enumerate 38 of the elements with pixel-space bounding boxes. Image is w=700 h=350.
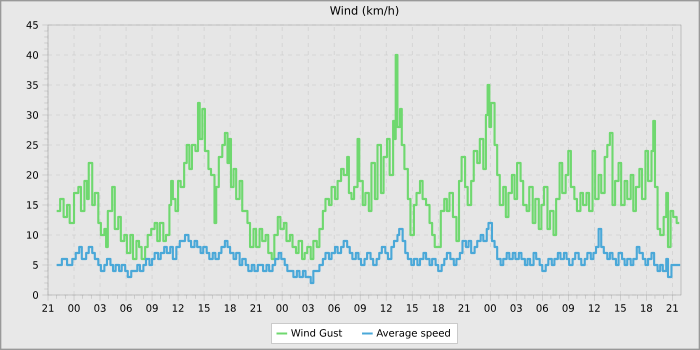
x-tick-label: 12 (380, 304, 392, 312)
legend-label: Wind Gust (291, 328, 342, 337)
x-tick-label: 09 (354, 304, 366, 312)
y-tick-label: 30 (26, 111, 38, 119)
legend-label: Average speed (376, 328, 450, 339)
x-tick-label: 18 (432, 304, 444, 312)
y-tick-label: 5 (33, 261, 38, 269)
x-tick-label: 12 (172, 304, 184, 312)
x-tick-label: 21 (458, 304, 470, 312)
x-tick-label: 00 (484, 304, 496, 312)
y-tick-label: 45 (26, 21, 38, 29)
x-tick-label: 03 (94, 304, 106, 312)
x-tick-label: 12 (589, 304, 600, 312)
x-tick-label: 00 (68, 304, 80, 312)
x-tick-label: 03 (510, 304, 522, 312)
x-tick-label: 18 (641, 304, 652, 312)
x-tick-label: 09 (562, 304, 574, 312)
x-tick-label: 06 (328, 304, 340, 312)
y-tick-label: 0 (33, 291, 38, 299)
y-tick-label: 40 (26, 51, 38, 59)
x-tick-label: 21 (42, 304, 54, 312)
x-tick-label: 00 (276, 304, 288, 312)
y-tick-label: 20 (26, 171, 38, 179)
x-tick-label: 06 (536, 304, 548, 312)
chart-title: Wind (km/h) (330, 6, 398, 16)
x-tick-label: 06 (120, 304, 132, 312)
x-tick-label: 18 (224, 304, 236, 312)
x-tick-label: 15 (198, 304, 210, 312)
x-tick-label: 21 (666, 304, 678, 312)
x-tick-label: 15 (406, 304, 418, 312)
x-tick-label: 09 (146, 304, 158, 312)
y-tick-label: 10 (27, 231, 38, 239)
x-tick-label: 03 (302, 304, 314, 312)
x-tick-label: 15 (615, 304, 626, 312)
y-tick-label: 25 (26, 141, 38, 149)
y-tick-label: 15 (27, 201, 38, 209)
x-tick-label: 21 (250, 304, 262, 312)
y-tick-label: 35 (26, 81, 38, 89)
